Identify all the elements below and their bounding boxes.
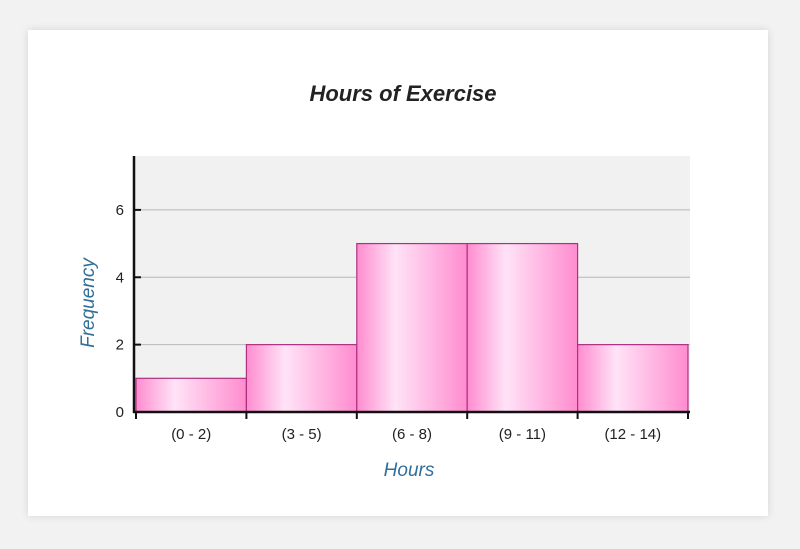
bar xyxy=(245,344,358,413)
x-tick-label: (9 - 11) xyxy=(499,426,546,443)
bar xyxy=(356,242,468,413)
y-tick-label: 4 xyxy=(116,269,124,286)
bar xyxy=(466,242,579,413)
x-tick-label: (3 - 5) xyxy=(282,426,322,443)
bar xyxy=(576,344,689,413)
y-tick-label: 6 xyxy=(116,202,124,219)
y-tick-label: 0 xyxy=(116,404,124,421)
tick-labels: (0 - 2) (3 - 5) (6 - 8) (9 - 11) (12 - 14) 0 2… xyxy=(116,202,661,443)
y-tick-label: 2 xyxy=(116,337,124,354)
x-tick-label: (12 - 14) xyxy=(604,426,661,443)
axes xyxy=(132,156,690,419)
histogram-chart: (0 - 2) (3 - 5) (6 - 8) (9 - 11) (12 - 14) 0 2… xyxy=(78,81,690,481)
x-tick-label: (6 - 8) xyxy=(392,426,432,443)
chart-title: Hours of Exercise xyxy=(309,81,496,106)
chart-card: (0 - 2) (3 - 5) (6 - 8) (9 - 11) (12 - 14) 0 2… xyxy=(28,30,768,516)
y-axis-title: Frequency xyxy=(78,257,99,348)
bar xyxy=(135,377,248,413)
bars xyxy=(135,242,689,413)
x-tick-label: (0 - 2) xyxy=(171,426,211,443)
x-axis-title: Hours xyxy=(384,460,435,481)
